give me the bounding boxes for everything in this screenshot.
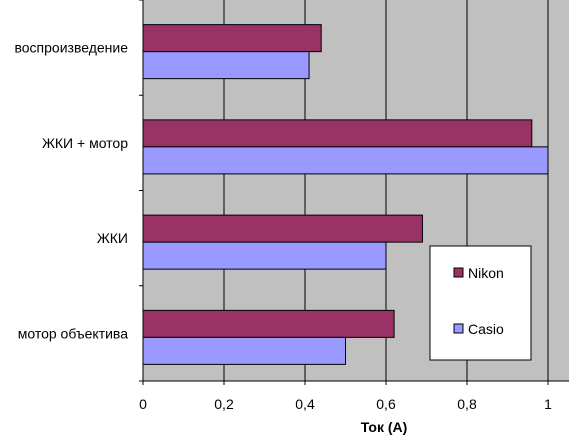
x-tick-label-4: 0,8: [457, 396, 477, 412]
category-label-1: ЖКИ: [97, 230, 128, 246]
bar-nikon-2: [142, 119, 533, 148]
bar-casio-0: [142, 336, 346, 365]
x-tick-label-1: 0,2: [214, 396, 234, 412]
x-tick-label-3: 0,6: [376, 396, 396, 412]
legend-swatch-nikon: [453, 267, 464, 278]
legend-label-casio: Casio: [468, 321, 504, 337]
x-tick-label-2: 0,4: [295, 396, 315, 412]
bar-casio-3: [142, 51, 310, 80]
x-axis: 0 0,2 0,4 0,6 0,8 1: [139, 380, 569, 412]
x-tick-label-0: 0: [139, 396, 147, 412]
legend-box: [429, 245, 532, 361]
bar-casio-2: [142, 146, 549, 175]
x-tick-label-5: 1: [544, 396, 552, 412]
legend-label-nikon: Nikon: [468, 265, 504, 281]
bars: [142, 24, 549, 365]
y-axis: мотор объектива ЖКИ ЖКИ + мотор воспроизвед…: [14, 0, 144, 382]
legend-swatch-casio: [453, 323, 464, 334]
category-label-0: мотор объектива: [18, 325, 128, 341]
category-label-3: воспроизведение: [14, 40, 128, 56]
bar-nikon-0: [142, 309, 395, 338]
x-axis-title: Ток (А): [361, 419, 408, 435]
bar-nikon-3: [142, 24, 322, 53]
bar-nikon-1: [142, 214, 423, 243]
category-label-2: ЖКИ + мотор: [42, 135, 128, 151]
legend: Nikon Casio: [429, 245, 532, 361]
bar-casio-1: [142, 241, 387, 270]
